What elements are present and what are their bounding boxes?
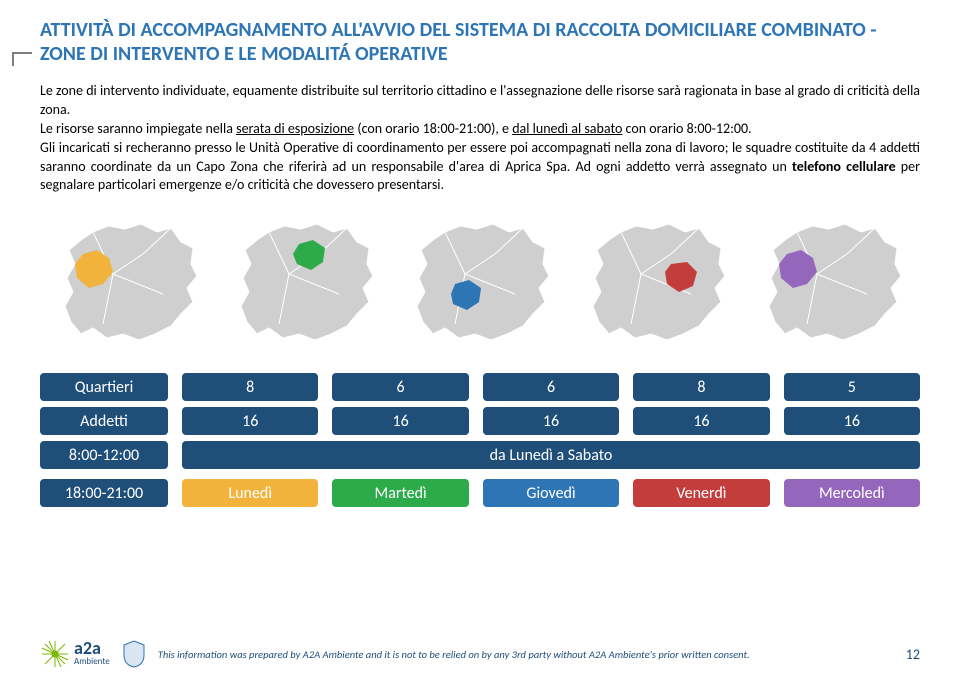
label-morning: 8:00-12:00: [40, 441, 168, 469]
cell-day-4: Mercoledì: [784, 479, 920, 507]
slide-title: ATTIVITÀ DI ACCOMPAGNAMENTO ALL'AVVIO DE…: [40, 18, 920, 66]
cell-addetti-1: 16: [332, 407, 468, 435]
page-number: 12: [906, 646, 920, 663]
cell-quartieri-2: 6: [483, 373, 619, 401]
disclaimer: This information was prepared by A2A Amb…: [158, 648, 894, 661]
map-2: [405, 214, 555, 354]
cell-addetti-0: 16: [182, 407, 318, 435]
cell-day-3: Venerdì: [633, 479, 769, 507]
map-1: [229, 214, 379, 354]
cell-quartieri-4: 5: [784, 373, 920, 401]
cell-addetti-2: 16: [483, 407, 619, 435]
label-quartieri: Quartieri: [40, 373, 168, 401]
cell-day-0: Lunedì: [182, 479, 318, 507]
row-evening: 18:00-21:00 Lunedì Martedì Giovedì Vener…: [40, 479, 920, 507]
burst-icon: [40, 639, 70, 669]
cell-day-1: Martedì: [332, 479, 468, 507]
schedule-table: Quartieri 8 6 6 8 5 Addetti 16 16 16 16 …: [40, 373, 920, 507]
cell-morning: da Lunedì a Sabato: [182, 441, 920, 469]
label-evening: 18:00-21:00: [40, 479, 168, 507]
cell-day-2: Giovedì: [483, 479, 619, 507]
cell-quartieri-3: 8: [633, 373, 769, 401]
shield-icon: [122, 639, 146, 669]
cell-quartieri-0: 8: [182, 373, 318, 401]
row-quartieri: Quartieri 8 6 6 8 5: [40, 373, 920, 401]
row-morning: 8:00-12:00 da Lunedì a Sabato: [40, 441, 920, 469]
map-4: [757, 214, 907, 354]
logo-subtext: Ambiente: [74, 656, 110, 667]
map-0: [53, 214, 203, 354]
label-addetti: Addetti: [40, 407, 168, 435]
maps-row: [40, 209, 920, 359]
cell-quartieri-1: 6: [332, 373, 468, 401]
cell-addetti-4: 16: [784, 407, 920, 435]
decorative-corner: [12, 52, 32, 66]
body-paragraph: Le zone di intervento individuate, equam…: [40, 82, 920, 195]
row-addetti: Addetti 16 16 16 16 16: [40, 407, 920, 435]
logo-text: a2a: [74, 641, 110, 655]
a2a-logo: a2a Ambiente: [40, 639, 110, 669]
map-3: [581, 214, 731, 354]
cell-addetti-3: 16: [633, 407, 769, 435]
footer: a2a Ambiente This information was prepar…: [40, 639, 920, 669]
